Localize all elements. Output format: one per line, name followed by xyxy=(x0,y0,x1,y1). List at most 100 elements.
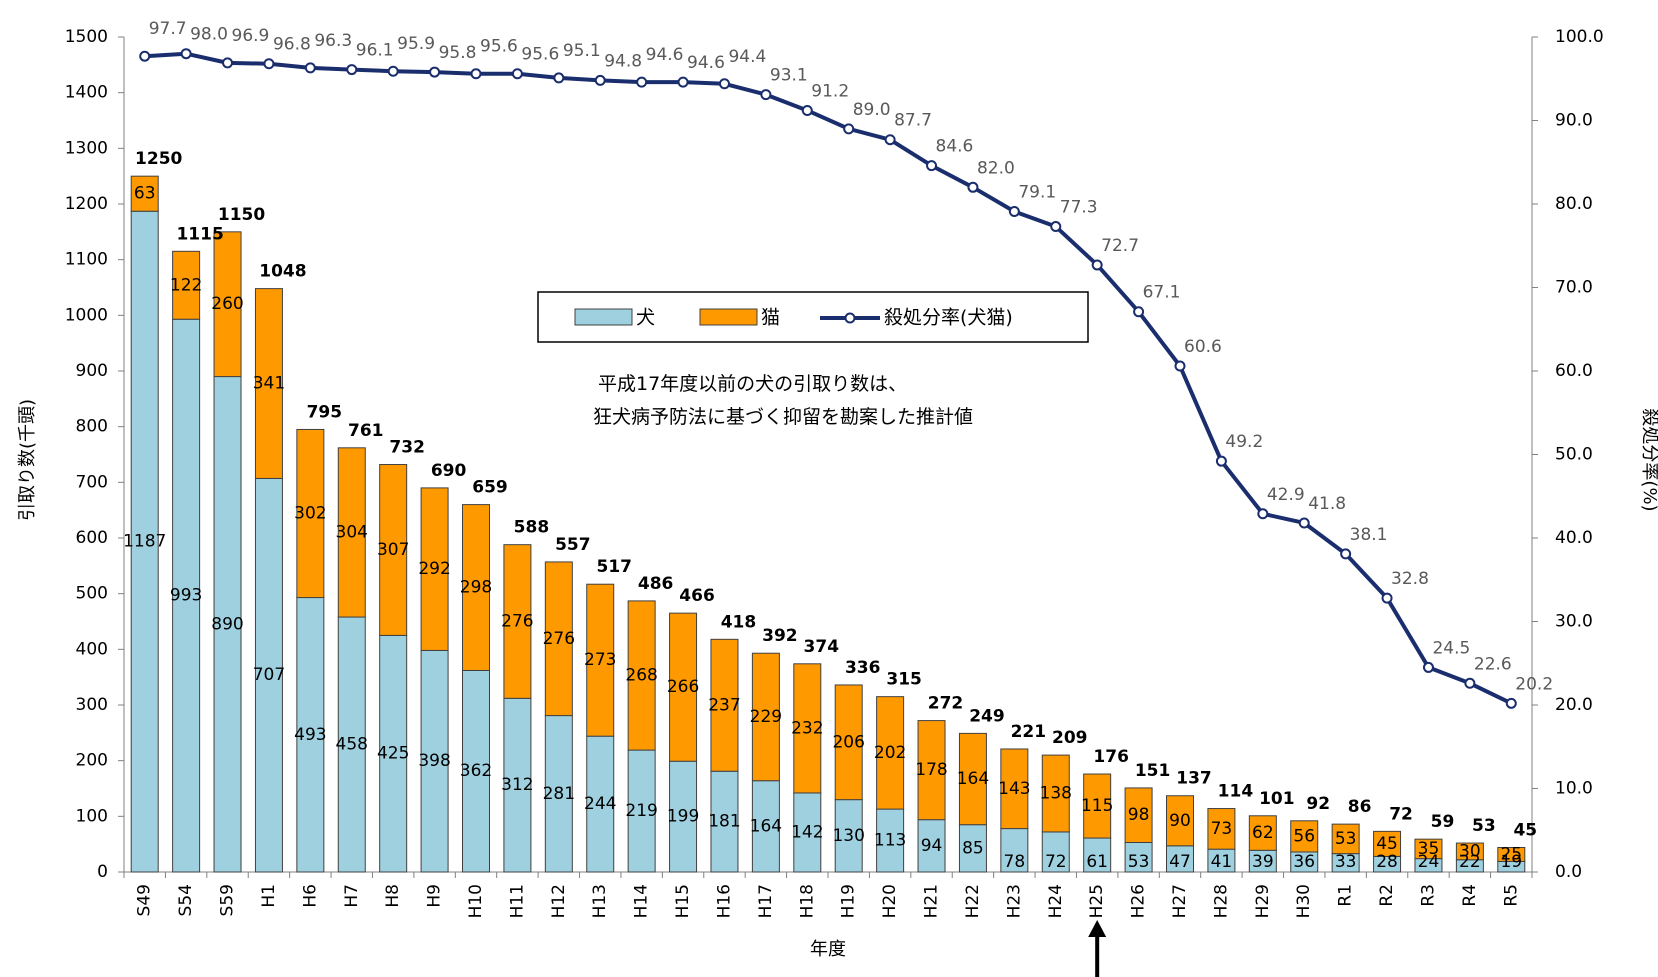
bar-label-total: 209 xyxy=(1052,728,1088,748)
bar-label-total: 53 xyxy=(1472,816,1496,836)
legend-swatch-cat xyxy=(699,308,758,326)
rate-point xyxy=(1133,306,1145,318)
x-tick-label: R2 xyxy=(1377,884,1397,907)
bar-dog xyxy=(213,376,242,873)
bar-label-total: 1048 xyxy=(259,262,306,282)
y-tick-label: 500 xyxy=(76,584,108,604)
bar-cat xyxy=(462,504,490,671)
bar-label-dog: 36 xyxy=(1293,852,1315,872)
stacked-bars xyxy=(130,175,1526,873)
bar-label-dog: 85 xyxy=(962,838,984,858)
bar-label-dog: 41 xyxy=(1211,852,1233,872)
bar-label-total: 249 xyxy=(969,706,1005,726)
y-axis-title: 引取り数(千頭) xyxy=(17,399,38,521)
x-tick-label: H28 xyxy=(1211,884,1231,918)
rate-point xyxy=(1008,206,1020,218)
rate-label: 95.1 xyxy=(563,41,601,61)
rate-label: 38.1 xyxy=(1350,525,1388,545)
bar-label-cat: 63 xyxy=(134,184,156,204)
rate-label: 67.1 xyxy=(1143,283,1181,303)
x-tick-label: H13 xyxy=(590,884,610,918)
rate-label: 82.0 xyxy=(977,158,1015,178)
bar-label-cat: 98 xyxy=(1128,805,1150,825)
bar-label-total: 392 xyxy=(762,626,798,646)
bar-cat xyxy=(379,464,408,636)
bar-dog xyxy=(751,780,780,873)
bar-label-cat: 62 xyxy=(1252,823,1274,843)
rate-label: 96.1 xyxy=(356,41,394,61)
x-tick-label: H18 xyxy=(797,884,817,918)
x-tick-label: S59 xyxy=(218,884,238,916)
bar-label-dog: 130 xyxy=(832,826,864,846)
bar-label-cat: 202 xyxy=(874,743,906,763)
bar-label-cat: 268 xyxy=(625,665,657,685)
bar-cat xyxy=(1248,815,1277,851)
rate-label: 97.7 xyxy=(149,19,187,39)
x-tick-label: R3 xyxy=(1418,884,1438,907)
rate-label: 60.6 xyxy=(1184,337,1222,357)
y-tick-label: 1300 xyxy=(65,138,108,158)
bar-cat xyxy=(1290,820,1319,853)
bar-dog xyxy=(296,597,325,873)
bar-dog xyxy=(544,715,573,873)
rate-point xyxy=(801,104,813,116)
bar-label-cat: 164 xyxy=(957,769,989,789)
h25-marker-arrow xyxy=(1088,920,1107,977)
legend: 犬 猫 殺処分率(犬猫) xyxy=(537,291,1089,343)
rate-label: 91.2 xyxy=(811,81,849,101)
bar-label-dog: 142 xyxy=(791,822,823,842)
rate-point xyxy=(139,50,151,62)
bar-label-cat: 260 xyxy=(211,294,243,314)
x-tick-label: R4 xyxy=(1460,884,1480,907)
legend-label-rate: 殺処分率(犬猫) xyxy=(884,307,1013,329)
y2-axis-title: 殺処分率(%) xyxy=(1639,408,1658,511)
rate-point xyxy=(222,57,234,69)
rate-point xyxy=(1091,259,1103,271)
bar-cat xyxy=(544,561,573,717)
bar-label-dog: 47 xyxy=(1169,852,1191,872)
bar-cat xyxy=(710,638,739,772)
bar-label-dog: 493 xyxy=(294,725,326,745)
rate-point xyxy=(1422,661,1434,673)
bar-cat xyxy=(669,612,698,762)
y2-tick-label: 40.0 xyxy=(1555,528,1593,548)
rate-label: 89.0 xyxy=(853,100,891,120)
bar-label-dog: 993 xyxy=(170,586,202,606)
rate-point xyxy=(1298,517,1310,529)
bar-cat xyxy=(1207,808,1236,850)
y-tick-label: 1400 xyxy=(65,83,108,103)
bar-cat xyxy=(337,447,366,618)
x-tick-label: H12 xyxy=(549,884,569,918)
x-tick-label: H17 xyxy=(756,884,776,918)
x-tick-label: H1 xyxy=(259,884,279,908)
bar-label-cat: 298 xyxy=(460,578,492,598)
rate-label: 77.3 xyxy=(1060,198,1098,218)
bar-cat xyxy=(1331,823,1360,855)
legend-label-cat: 猫 xyxy=(761,307,780,329)
x-tick-label: H26 xyxy=(1129,884,1149,918)
x-tick-label: H15 xyxy=(673,884,693,918)
rate-label: 95.6 xyxy=(480,37,518,57)
bar-dog xyxy=(669,760,698,873)
rate-label: 41.8 xyxy=(1308,494,1346,514)
rate-label: 94.4 xyxy=(728,47,766,67)
bar-label-cat: 232 xyxy=(791,718,823,738)
x-axis-categories: S49 S54 S59 H1 H6 H7 H8 H9 H10 H11 H12 H13 H14 H15 H16… xyxy=(123,872,1533,918)
bar-label-dog: 28 xyxy=(1376,852,1398,872)
y2-tick-label: 50.0 xyxy=(1555,445,1593,465)
bar-cat xyxy=(917,720,946,821)
rate-label: 87.7 xyxy=(894,111,932,131)
bar-label-dog: 39 xyxy=(1252,852,1274,872)
x-tick-label: H24 xyxy=(1046,884,1066,918)
bar-dog xyxy=(710,770,739,873)
rate-label: 79.1 xyxy=(1018,183,1056,203)
rate-point xyxy=(180,48,192,60)
x-tick-label: H22 xyxy=(963,884,983,918)
left-axis-ticks: 0 100 200 300 400 500 600 700 800 900 1000 1100 1200… xyxy=(65,27,124,882)
rate-point xyxy=(967,181,979,193)
rate-point xyxy=(926,160,938,172)
x-tick-label: H25 xyxy=(1087,884,1107,918)
bar-cat xyxy=(172,250,201,320)
x-tick-label: H30 xyxy=(1294,884,1314,918)
